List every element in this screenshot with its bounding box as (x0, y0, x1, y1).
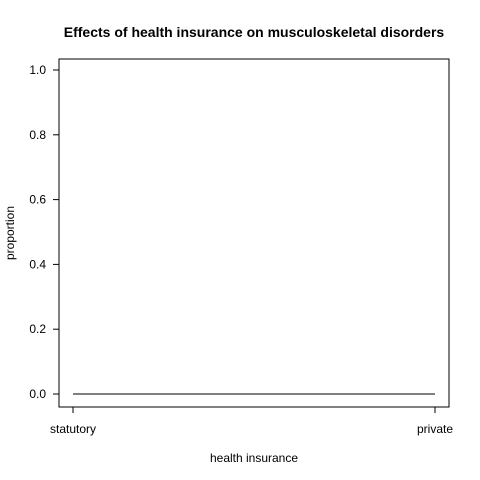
y-tick-label: 0.4 (29, 257, 46, 271)
y-axis: 0.0 0.2 0.4 0.6 0.8 1.0 (29, 63, 59, 401)
y-tick-label: 0.8 (29, 128, 46, 142)
y-tick-label: 0.2 (29, 322, 46, 336)
chart-title: Effects of health insurance on musculosk… (64, 24, 445, 40)
y-axis-label: proportion (3, 206, 17, 260)
y-tick-label: 0.0 (29, 387, 46, 401)
y-tick-label: 0.6 (29, 193, 46, 207)
x-tick-label: private (417, 422, 453, 436)
x-axis: statutory private (50, 407, 453, 436)
x-tick-label: statutory (50, 422, 96, 436)
y-tick-label: 1.0 (29, 63, 46, 77)
plot-frame (58, 58, 450, 408)
x-axis-label: health insurance (210, 451, 298, 465)
